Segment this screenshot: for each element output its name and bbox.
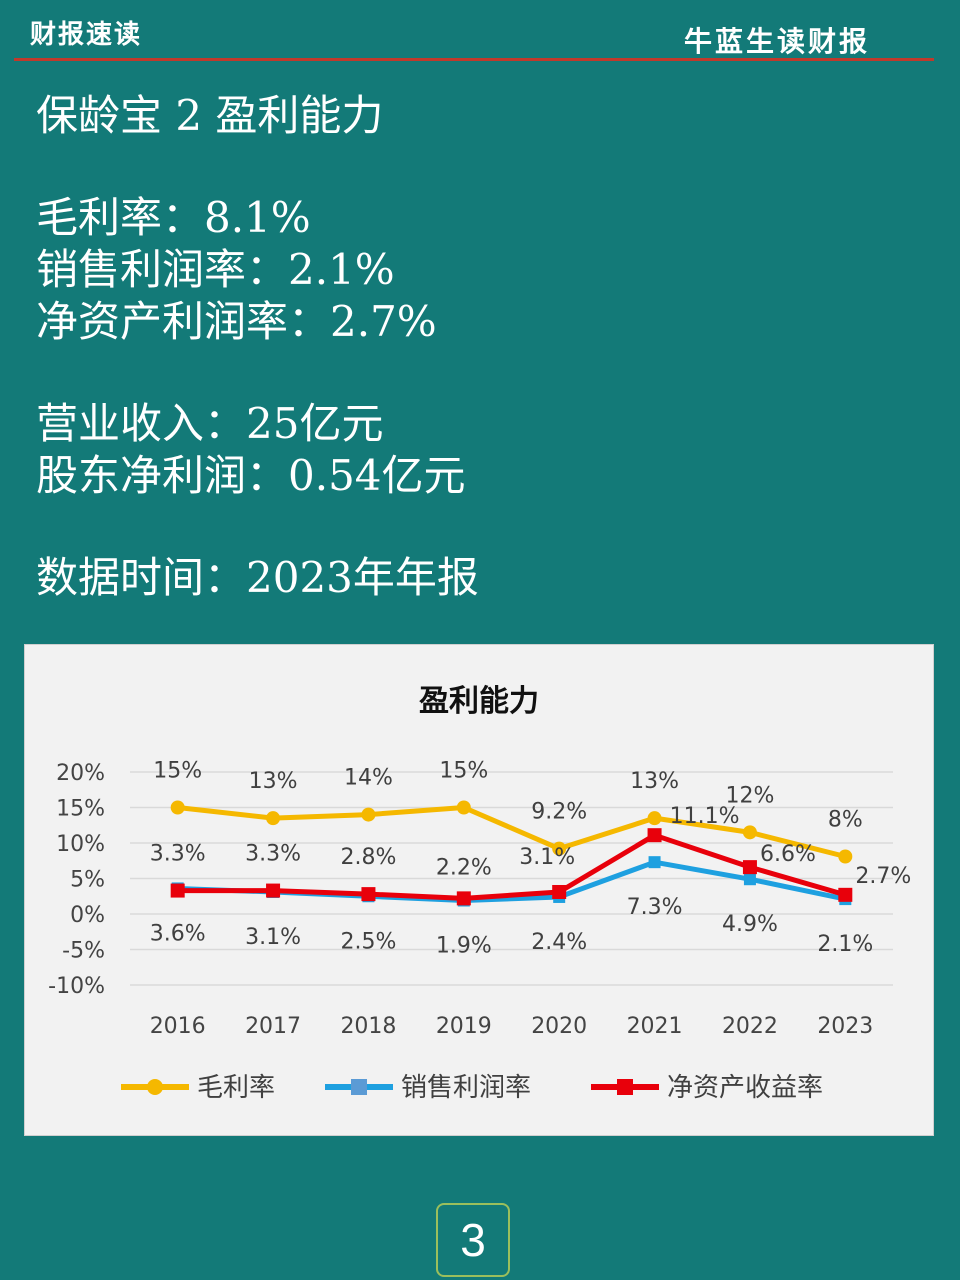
data-label-roe: 3.3% [245,842,301,867]
y-tick-label: 0% [70,903,105,928]
data-label-sales: 2.5% [340,929,396,954]
series-point-2 [456,891,471,906]
data-label-sales: 3.1% [245,925,301,950]
roe-text: 净资产利润率：2.7% [36,297,437,346]
data-label-roe: 3.3% [150,842,206,867]
data-label-sales: 2.1% [817,932,873,957]
x-tick-label: 2017 [245,1014,301,1039]
legend-marker-1 [351,1079,367,1095]
data-label-roe: 11.1% [670,804,740,829]
data-label-gross: 13% [630,769,679,794]
series-point-0 [838,849,853,864]
data-label-roe: 6.6% [760,842,816,867]
y-tick-label: 20% [56,761,105,786]
y-tick-label: -10% [48,974,105,999]
series-point-0 [170,800,185,815]
page-title: 保龄宝 2 盈利能力 [36,91,384,140]
series-point-1 [648,856,661,869]
x-tick-label: 2020 [531,1014,587,1039]
data-label-gross: 14% [344,766,393,791]
y-tick-label: 10% [56,832,105,857]
series-point-0 [552,841,567,856]
sales-margin-text: 销售利润率：2.1% [36,245,395,294]
series-point-2 [552,884,567,899]
chart-panel: 盈利能力 20% 15% 10% 5% 0% -5% -10% 2016 2017 2018 2019… [24,644,934,1136]
y-tick-label: 5% [70,868,105,893]
chart-title: 盈利能力 [419,684,539,719]
data-label-roe: 2.7% [855,864,911,889]
legend-marker-0 [147,1079,163,1095]
series-point-2 [742,860,757,875]
x-tick-label: 2019 [436,1014,492,1039]
series-point-2 [647,828,662,843]
profitability-chart: 盈利能力 20% 15% 10% 5% 0% -5% -10% 2016 2017 2018 2019… [48,684,911,1103]
legend-label-0: 毛利率 [197,1073,275,1103]
data-label-roe: 2.8% [340,845,396,870]
net-profit-text: 股东净利润：0.54亿元 [36,451,466,500]
data-label-sales: 2.4% [531,930,587,955]
data-date-text: 数据时间：2023年年报 [36,553,479,602]
data-label-gross: 12% [725,783,774,808]
series-point-0 [647,811,662,826]
data-label-sales: 7.3% [627,895,683,920]
series-point-2 [170,883,185,898]
series-point-0 [361,807,376,822]
header-divider [14,58,934,61]
series-point-0 [742,825,757,840]
series-point-0 [456,800,471,815]
series-point-2 [838,887,853,902]
legend-label-1: 销售利润率 [401,1073,531,1103]
data-label-sales: 1.9% [436,934,492,959]
series-line-2 [177,832,847,901]
header-right-title: 牛蓝生读财报 [683,25,870,58]
series-point-0 [266,811,281,826]
gross-margin-text: 毛利率：8.1% [36,193,311,242]
x-tick-label: 2022 [722,1014,778,1039]
data-label-gross: 8% [828,807,863,832]
x-tick-label: 2021 [627,1014,683,1039]
legend-marker-2 [617,1079,633,1095]
header-left-title: 财报速读 [30,20,143,50]
data-label-roe: 2.2% [436,855,492,880]
data-label-gross: 9.2% [531,800,587,825]
page-number: 3 [436,1203,510,1277]
x-tick-label: 2018 [340,1014,396,1039]
x-tick-label: 2023 [817,1014,873,1039]
x-tick-label: 2016 [150,1014,206,1039]
data-label-gross: 15% [439,759,488,784]
series-point-1 [743,873,756,886]
data-label-roe: 3.1% [519,845,575,870]
series-point-2 [266,883,281,898]
data-label-sales: 4.9% [722,912,778,937]
data-label-gross: 15% [153,759,202,784]
legend-label-2: 净资产收益率 [667,1073,823,1103]
data-label-sales: 3.6% [150,921,206,946]
data-label-gross: 13% [249,769,298,794]
y-tick-label: -5% [62,939,105,964]
series-point-2 [361,887,376,902]
revenue-text: 营业收入：25亿元 [36,399,384,448]
y-tick-label: 15% [56,797,105,822]
series-line-0 [177,805,846,859]
